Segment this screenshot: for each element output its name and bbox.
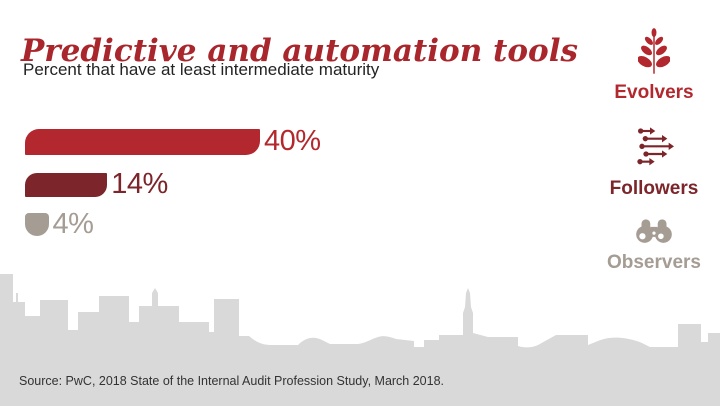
city-skyline-silhouette <box>0 274 720 406</box>
page-title: Predictive and automation tools <box>21 32 578 69</box>
bar-followers <box>25 172 108 197</box>
bar-row-observers: 4% <box>25 208 94 240</box>
legend-label-followers: Followers <box>609 178 699 199</box>
bar-observers <box>25 213 49 236</box>
bar-value-evolvers: 40% <box>264 125 321 157</box>
legend-item-followers: Followers <box>588 127 720 198</box>
bar-row-followers: 14% <box>25 170 168 199</box>
bar-value-followers: 14% <box>111 168 168 200</box>
source-attribution: Source: PwC, 2018 State of the Internal … <box>19 374 445 388</box>
binoculars-icon <box>636 219 672 243</box>
legend-item-observers: Observers <box>588 216 720 272</box>
bar-row-evolvers: 40% <box>25 127 321 156</box>
bar-evolvers <box>25 128 260 155</box>
flow-arrows-icon <box>637 127 674 166</box>
legend-item-evolvers: Evolvers <box>588 28 720 102</box>
plant-growth-icon <box>638 28 670 74</box>
bar-value-observers: 4% <box>52 208 94 240</box>
chart-subtitle: Percent that have at least intermediate … <box>23 60 380 79</box>
legend-label-evolvers: Evolvers <box>614 82 694 103</box>
legend: Evolvers Followers <box>588 0 720 300</box>
legend-label-observers: Observers <box>606 252 701 273</box>
